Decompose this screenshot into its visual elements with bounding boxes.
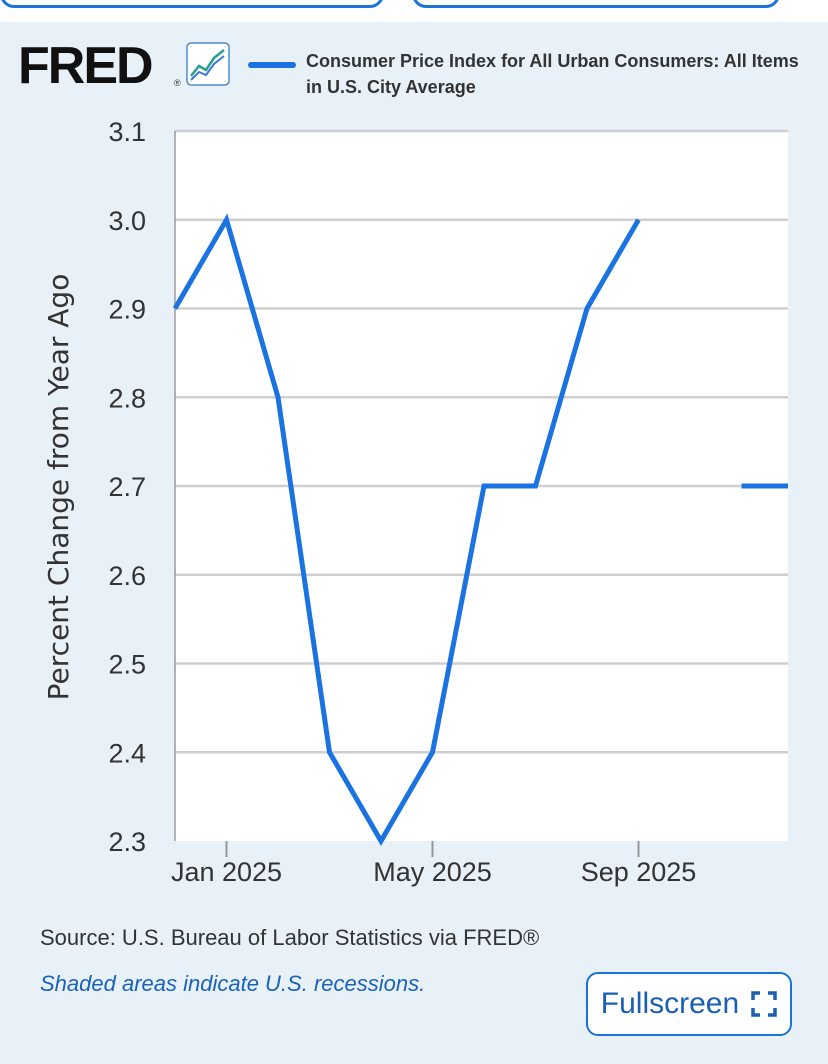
top-strip: [0, 0, 828, 22]
source-text: Source: U.S. Bureau of Labor Statistics …: [40, 925, 540, 950]
data-point[interactable]: [635, 216, 643, 224]
data-point[interactable]: [223, 216, 231, 224]
x-tick-label: May 2025: [373, 857, 492, 887]
y-tick-label: 2.5: [108, 650, 146, 680]
data-point[interactable]: [377, 837, 385, 845]
top-button-left[interactable]: [0, 0, 384, 8]
y-tick-label: 2.9: [108, 295, 146, 325]
data-point[interactable]: [274, 393, 282, 401]
series-layer: [171, 213, 792, 846]
data-point[interactable]: [326, 748, 334, 756]
legend-label: Consumer Price Index for All Urban Consu…: [306, 51, 799, 97]
y-axis-label: Percent Change from Year Ago: [42, 274, 75, 701]
fullscreen-icon: [751, 991, 777, 1017]
data-point[interactable]: [171, 305, 179, 313]
recession-note[interactable]: Shaded areas indicate U.S. recessions.: [40, 971, 426, 996]
data-point[interactable]: [429, 748, 437, 756]
y-tick-label: 2.7: [108, 472, 146, 502]
fullscreen-button[interactable]: Fullscreen: [586, 972, 792, 1036]
data-point[interactable]: [480, 482, 488, 490]
x-tick-label: Jan 2025: [171, 857, 282, 887]
chart-header: FRED ® Consumer Price Index for All Urba…: [0, 22, 828, 112]
line-chart-icon: [186, 42, 230, 86]
y-tick-label: 2.4: [108, 738, 146, 768]
y-tick-label: 2.3: [108, 827, 146, 857]
x-axis-ticks: Jan 2025 May 2025 Sep 2025: [171, 841, 696, 887]
data-point[interactable]: [784, 482, 792, 490]
y-tick-label: 3.0: [108, 206, 146, 236]
x-tick-label: Sep 2025: [581, 857, 697, 887]
line-chart: 2.3 2.4 2.5 2.6 2.7 2.8 2.9 3.0 3.1 Jan 2025 May …: [42, 117, 792, 887]
series-line: [172, 213, 641, 846]
data-point[interactable]: [583, 305, 591, 313]
data-point[interactable]: [532, 482, 540, 490]
legend-swatch: [248, 62, 296, 68]
fred-registered-mark: ®: [174, 78, 181, 88]
y-tick-label: 2.6: [108, 561, 146, 591]
y-axis-ticks: 2.3 2.4 2.5 2.6 2.7 2.8 2.9 3.0 3.1: [108, 117, 146, 857]
top-button-right[interactable]: [412, 0, 780, 8]
y-tick-label: 3.1: [108, 117, 146, 147]
y-tick-label: 2.8: [108, 383, 146, 413]
data-point[interactable]: [738, 482, 746, 490]
fred-logo[interactable]: FRED: [18, 37, 154, 95]
fullscreen-label: Fullscreen: [600, 987, 740, 1020]
